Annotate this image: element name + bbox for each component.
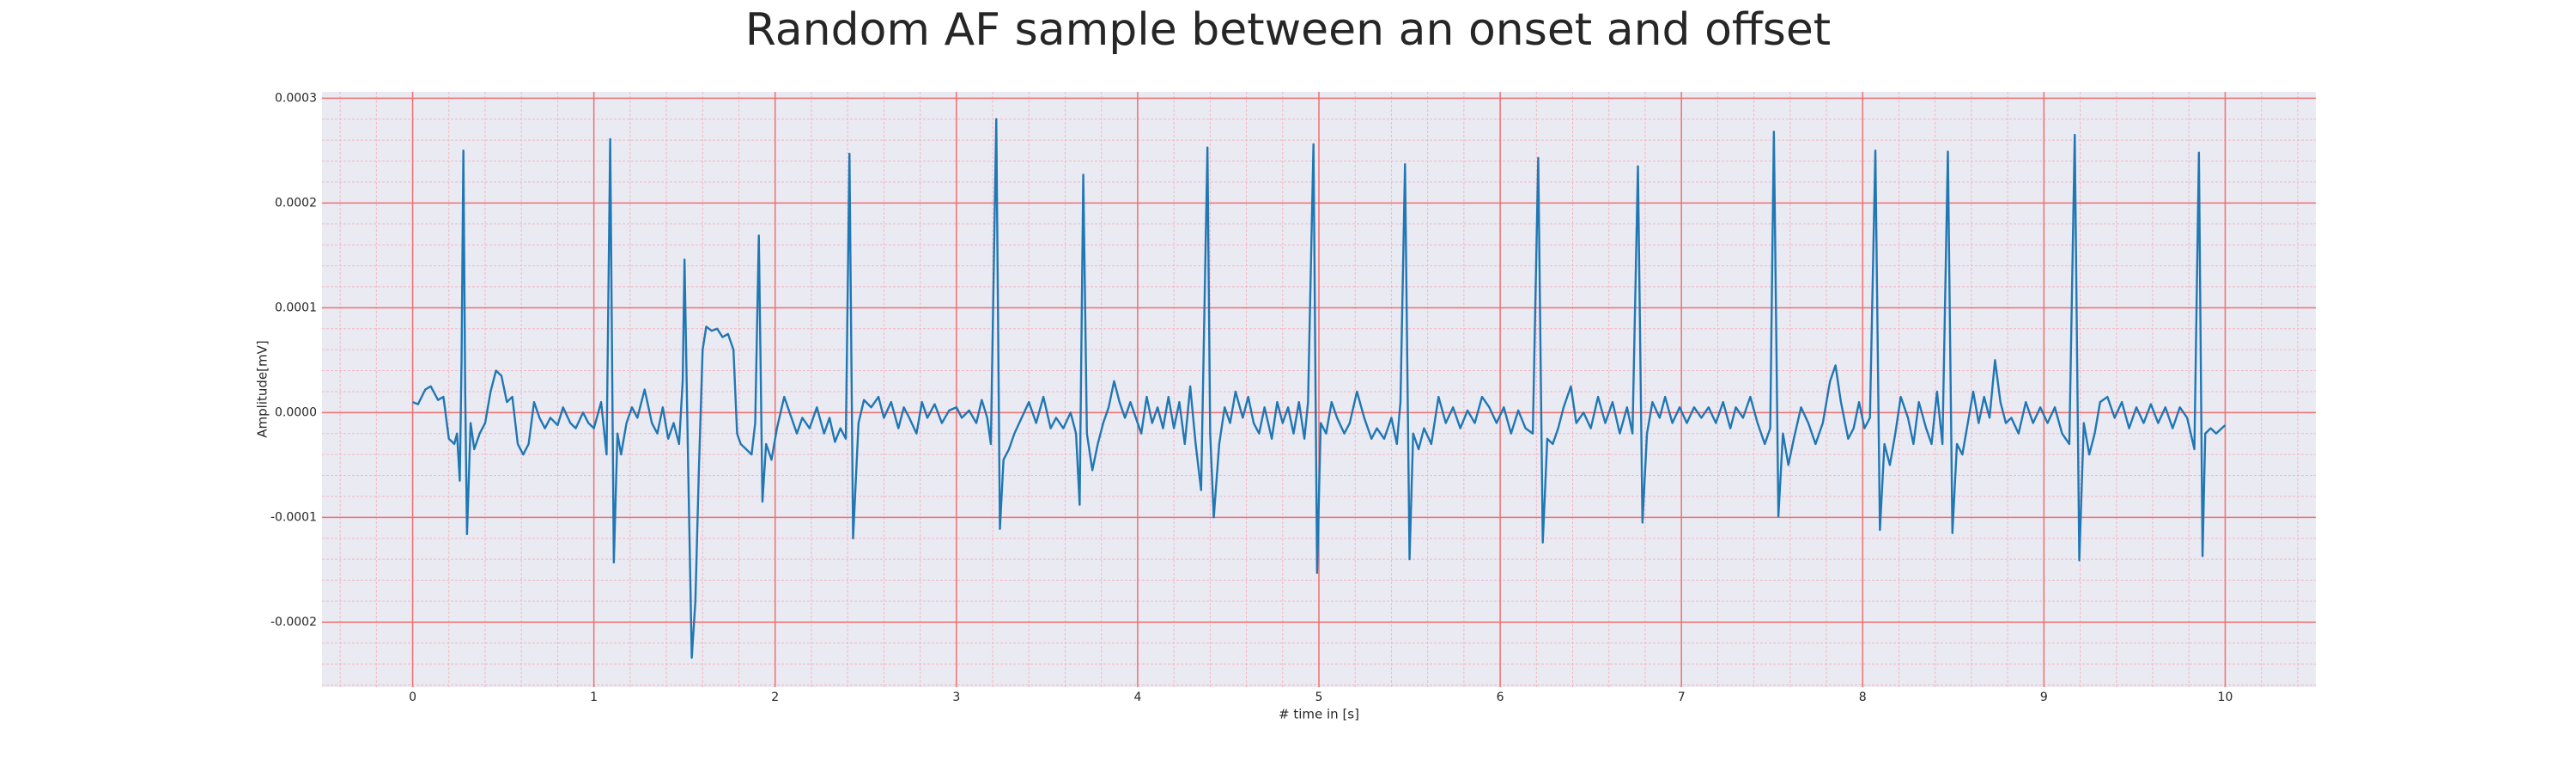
x-tick-label: 4 <box>1133 691 1141 704</box>
chart-title: Random AF sample between an onset and of… <box>745 4 1831 56</box>
x-axis-label: # time in [s] <box>1279 707 1359 722</box>
x-tick-label: 1 <box>590 691 598 704</box>
labels: Random AF sample between an onset and of… <box>255 4 2233 722</box>
x-tick-label: 0 <box>409 691 416 704</box>
grid <box>322 92 2316 687</box>
y-tick-label: 0.0003 <box>275 91 317 105</box>
marks <box>412 118 2227 660</box>
y-tick-label: 0.0002 <box>275 196 317 210</box>
x-tick-label: 2 <box>771 691 779 704</box>
y-axis-label: Amplitude[mV] <box>255 340 270 437</box>
x-tick-label: 9 <box>2040 691 2048 704</box>
y-tick-label: 0.0000 <box>275 405 317 419</box>
x-tick-label: 10 <box>2218 691 2233 704</box>
x-tick-label: 3 <box>952 691 960 704</box>
y-tick-label: -0.0001 <box>270 510 317 524</box>
signal-line <box>412 118 2227 660</box>
x-tick-label: 8 <box>1859 691 1867 704</box>
y-tick-label: -0.0002 <box>270 615 317 629</box>
y-tick-label: 0.0001 <box>275 301 317 314</box>
x-tick-label: 6 <box>1497 691 1504 704</box>
x-tick-label: 5 <box>1315 691 1323 704</box>
x-tick-label: 7 <box>1678 691 1686 704</box>
